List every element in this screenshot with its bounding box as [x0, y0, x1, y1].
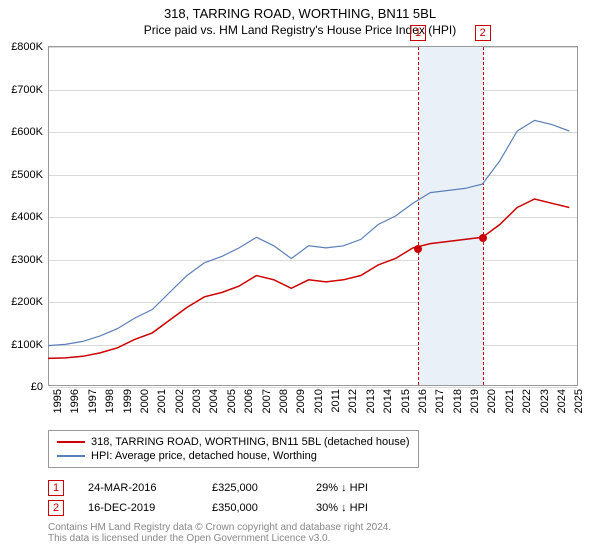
x-axis-label: 2013 [365, 389, 377, 413]
x-axis-label: 2023 [539, 389, 551, 413]
sale-num-box: 2 [48, 500, 64, 516]
y-axis-label: £0 [31, 381, 43, 393]
sales-table: 1 24-MAR-2016 £325,000 29% ↓ HPI 2 16-DEC-201… [48, 478, 368, 518]
chart-plot-area: £0£100K£200K£300K£400K£500K£600K£700K£80… [48, 46, 578, 386]
sale-date: 16-DEC-2019 [88, 502, 188, 514]
x-axis-label: 2015 [400, 389, 412, 413]
y-axis-label: £700K [11, 84, 43, 96]
gridline-h [49, 387, 577, 388]
y-axis-label: £500K [11, 169, 43, 181]
sale-date: 24-MAR-2016 [88, 482, 188, 494]
x-axis-label: 2012 [347, 389, 359, 413]
x-axis-label: 2014 [382, 389, 394, 413]
legend-item-hpi: HPI: Average price, detached house, Wort… [57, 449, 410, 463]
x-axis-label: 2024 [556, 389, 568, 413]
y-axis-label: £200K [11, 296, 43, 308]
x-axis-label: 2021 [504, 389, 516, 413]
sale-row: 1 24-MAR-2016 £325,000 29% ↓ HPI [48, 478, 368, 498]
series-property [48, 199, 569, 358]
sale-row: 2 16-DEC-2019 £350,000 30% ↓ HPI [48, 498, 368, 518]
x-axis-label: 2020 [486, 389, 498, 413]
x-axis-label: 2016 [417, 389, 429, 413]
y-axis-label: £800K [11, 41, 43, 53]
chart-container: 318, TARRING ROAD, WORTHING, BN11 5BL Pr… [0, 0, 600, 560]
x-axis-label: 2018 [452, 389, 464, 413]
x-axis-label: 2005 [226, 389, 238, 413]
sale-label-box: 2 [475, 25, 491, 41]
footer-line: This data is licensed under the Open Gov… [48, 533, 391, 544]
y-axis-label: £600K [11, 126, 43, 138]
x-axis-label: 2003 [191, 389, 203, 413]
sale-pct: 29% ↓ HPI [316, 482, 368, 494]
x-axis-label: 2011 [330, 389, 342, 413]
sale-label-box: 1 [410, 25, 426, 41]
y-axis-label: £400K [11, 211, 43, 223]
sale-price: £350,000 [212, 502, 292, 514]
x-axis-label: 1997 [87, 389, 99, 413]
x-axis-label: 2010 [313, 389, 325, 413]
y-axis-label: £300K [11, 254, 43, 266]
footer-line: Contains HM Land Registry data © Crown c… [48, 522, 391, 533]
x-axis-label: 2017 [434, 389, 446, 413]
x-axis-label: 2008 [278, 389, 290, 413]
legend-box: 318, TARRING ROAD, WORTHING, BN11 5BL (d… [48, 430, 419, 468]
sale-price: £325,000 [212, 482, 292, 494]
x-axis-label: 2001 [156, 389, 168, 413]
series-hpi [48, 120, 569, 345]
x-axis-label: 2009 [295, 389, 307, 413]
x-axis-label: 2004 [208, 389, 220, 413]
page-subtitle: Price paid vs. HM Land Registry's House … [0, 21, 600, 37]
x-axis-label: 1998 [104, 389, 116, 413]
x-axis-label: 2002 [174, 389, 186, 413]
x-axis-label: 1995 [52, 389, 64, 413]
sale-num-box: 1 [48, 480, 64, 496]
x-axis-label: 2025 [573, 389, 585, 413]
legend-label: HPI: Average price, detached house, Wort… [91, 450, 317, 462]
y-axis-label: £100K [11, 339, 43, 351]
sale-pct: 30% ↓ HPI [316, 502, 368, 514]
x-axis-label: 2000 [139, 389, 151, 413]
x-axis-label: 2019 [469, 389, 481, 413]
x-axis-label: 2007 [261, 389, 273, 413]
legend-label: 318, TARRING ROAD, WORTHING, BN11 5BL (d… [91, 436, 410, 448]
x-axis-label: 2006 [243, 389, 255, 413]
x-axis-label: 2022 [521, 389, 533, 413]
x-axis-label: 1996 [69, 389, 81, 413]
chart-lines [48, 46, 578, 386]
footer: Contains HM Land Registry data © Crown c… [48, 522, 391, 544]
x-axis-label: 1999 [122, 389, 134, 413]
legend-item-property: 318, TARRING ROAD, WORTHING, BN11 5BL (d… [57, 435, 410, 449]
page-title: 318, TARRING ROAD, WORTHING, BN11 5BL [0, 0, 600, 21]
